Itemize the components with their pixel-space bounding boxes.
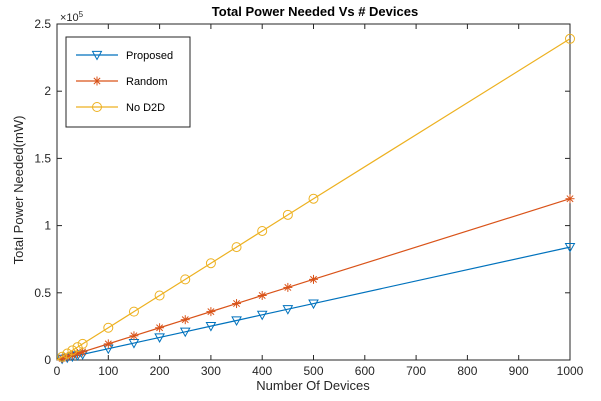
data-point: [77, 338, 88, 349]
series-line: [56, 198, 571, 361]
data-point: [180, 274, 191, 285]
data-point: [565, 194, 575, 204]
x-tick-label: 600: [355, 364, 375, 378]
data-point: [308, 299, 319, 310]
y-exponent-label: ×105: [60, 10, 84, 24]
data-point: [92, 102, 102, 112]
x-tick-label: 100: [98, 364, 118, 378]
x-tick-label: 200: [150, 364, 170, 378]
y-exponent-power: 5: [79, 10, 84, 19]
x-tick-label: 1000: [557, 364, 584, 378]
x-tick-label: 400: [252, 364, 272, 378]
data-point: [154, 290, 165, 301]
x-tick-label: 700: [406, 364, 426, 378]
data-point: [257, 290, 267, 300]
data-point: [78, 347, 88, 357]
legend-item: Proposed: [76, 50, 173, 62]
data-point: [103, 339, 113, 349]
x-tick-label: 300: [201, 364, 221, 378]
x-tick-label: 0: [54, 364, 61, 378]
data-point: [282, 209, 293, 220]
y-tick-label: 0: [44, 353, 51, 367]
data-point: [155, 323, 165, 333]
y-tick-label: 0.5: [34, 286, 51, 300]
y-tick-label: 1: [44, 219, 51, 233]
y-axis-title: Total Power Needed(mW): [11, 116, 26, 265]
y-tick-label: 2.5: [34, 17, 51, 31]
x-axis: 0 100 200 300 400 500 600 700 800 900 1000: [54, 24, 584, 378]
data-point: [103, 322, 114, 333]
data-point: [256, 310, 268, 321]
y-exponent-base: ×10: [60, 12, 79, 24]
data-point: [91, 50, 103, 61]
data-point: [308, 193, 319, 204]
legend-item: Random: [76, 76, 168, 88]
data-point: [231, 316, 242, 327]
x-tick-label: 500: [303, 364, 323, 378]
y-tick-label: 1.5: [34, 151, 51, 165]
data-point: [180, 315, 190, 325]
data-point: [154, 333, 165, 343]
y-tick-label: 2: [44, 84, 51, 98]
data-point: [231, 242, 242, 253]
legend-item: No D2D: [76, 102, 165, 114]
data-point: [565, 33, 575, 44]
legend-box: [65, 36, 191, 128]
data-point: [257, 225, 268, 236]
legend-label: Random: [126, 76, 168, 88]
data-point: [179, 327, 191, 338]
chart-title: Total Power Needed Vs # Devices: [212, 4, 418, 19]
data-point: [232, 299, 242, 309]
series-no-d2d: [56, 33, 575, 362]
x-axis-title: Number Of Devices: [256, 378, 370, 393]
data-point: [282, 305, 294, 315]
legend-label: No D2D: [126, 102, 165, 114]
data-point: [309, 274, 318, 284]
data-point: [205, 258, 216, 269]
data-point: [92, 76, 102, 86]
data-point: [206, 307, 216, 317]
y-axis: 0 0.5 1 1.5 2 2.5: [34, 17, 570, 367]
data-point: [205, 322, 217, 332]
series-line: [56, 38, 571, 361]
data-point: [128, 306, 139, 317]
data-point: [564, 243, 576, 253]
x-tick-label: 900: [509, 364, 529, 378]
x-tick-label: 800: [457, 364, 477, 378]
data-point: [72, 342, 83, 353]
data-point: [67, 345, 78, 356]
data-point: [57, 351, 68, 362]
legend: Proposed Random No D2D: [65, 36, 191, 128]
data-point: [129, 331, 139, 341]
data-point: [283, 282, 293, 292]
data-point: [62, 348, 73, 359]
series-layer: [56, 33, 576, 365]
legend-label: Proposed: [126, 50, 173, 62]
